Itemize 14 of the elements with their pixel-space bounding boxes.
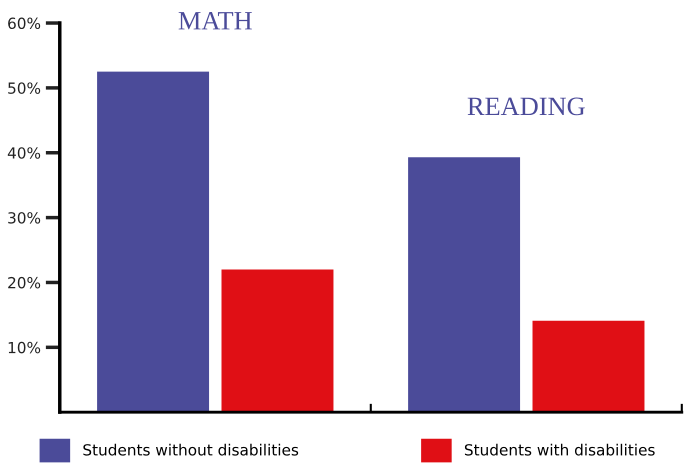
legend-label: Students with disabilities xyxy=(464,444,655,456)
y-tick-label: 40% xyxy=(8,147,40,159)
y-tick-label: 20% xyxy=(8,276,40,288)
bar xyxy=(97,72,210,412)
x-tick-label: READING xyxy=(468,98,585,116)
y-tick-label: 30% xyxy=(8,212,40,224)
y-tick-label: 50% xyxy=(8,82,40,94)
bar xyxy=(408,157,520,412)
bar xyxy=(221,270,334,412)
x-tick-label: MATH xyxy=(178,12,252,30)
y-tick-label: 60% xyxy=(8,17,40,30)
y-tick-label: 10% xyxy=(8,342,40,354)
bar xyxy=(532,320,644,412)
legend-label: Students without disabilities xyxy=(83,444,298,456)
